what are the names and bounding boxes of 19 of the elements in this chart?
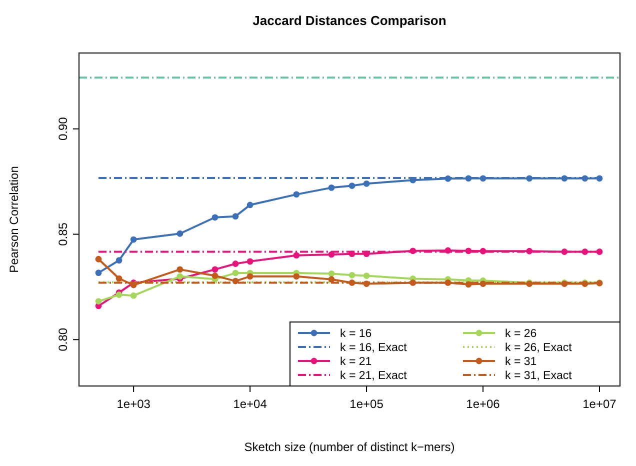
legend-label: k = 26, Exact — [505, 342, 573, 354]
legend-label: k = 21 — [340, 356, 372, 368]
legend-label: k = 16 — [340, 328, 372, 340]
y-axis-title: Pearson Correlation — [7, 166, 21, 273]
y-tick-label: 0.80 — [56, 328, 70, 352]
legend-label: k = 16, Exact — [340, 342, 408, 354]
x-tick-label: 1e+03 — [116, 397, 151, 411]
legend-label: k = 31 — [505, 356, 537, 368]
legend-label: k = 21, Exact — [340, 370, 408, 382]
legend-label: k = 31, Exact — [505, 370, 573, 382]
legend-label: k = 26 — [505, 328, 537, 340]
x-tick-label: 1e+05 — [350, 397, 384, 411]
y-tick-label: 0.90 — [56, 116, 70, 141]
y-tick-label: 0.85 — [56, 222, 70, 246]
x-tick-label: 1e+06 — [466, 397, 500, 411]
x-tick-label: 1e+04 — [233, 397, 268, 411]
chart-title: Jaccard Distances Comparison — [252, 13, 446, 28]
x-axis-title: Sketch size (number of distinct k−mers) — [244, 440, 455, 454]
x-tick-label: 1e+07 — [582, 397, 617, 411]
